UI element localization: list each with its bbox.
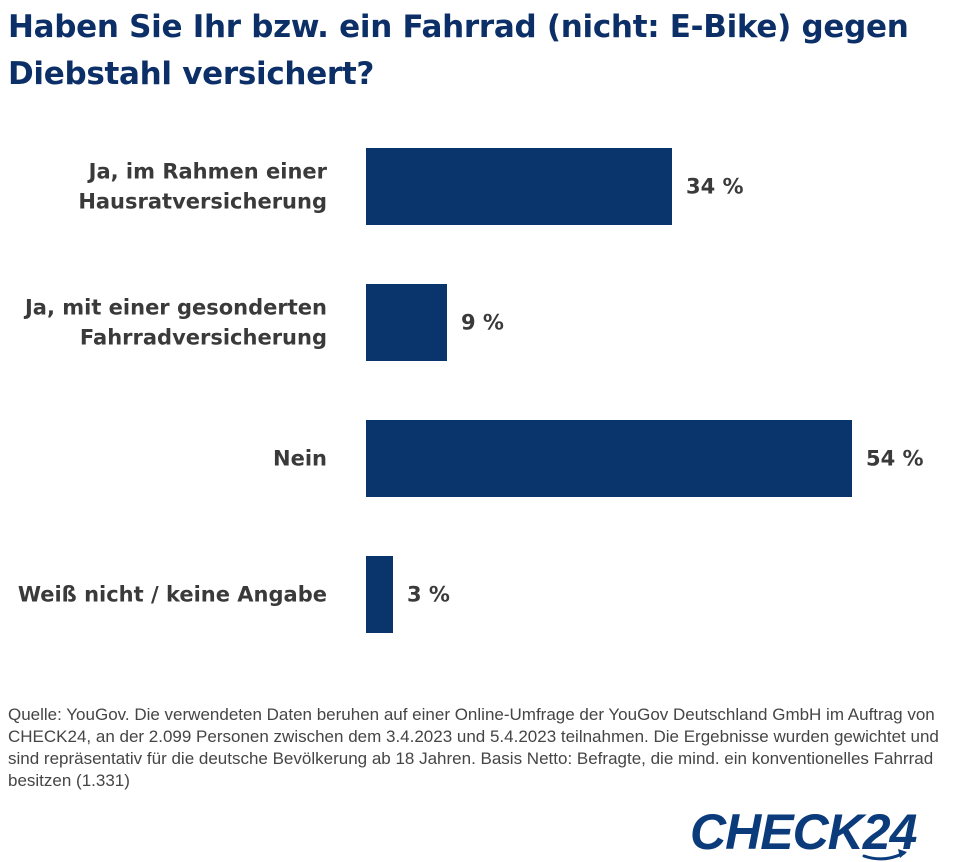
category-label-1: Ja, im Rahmen einer Hausratversicherung <box>78 160 327 214</box>
value-label-1: 34 % <box>686 175 744 199</box>
value-label-4: 3 % <box>407 583 450 607</box>
bar-3 <box>366 420 852 497</box>
value-label-2: 9 % <box>461 311 504 335</box>
bar-4 <box>366 556 393 633</box>
category-label-4: Weiß nicht / keine Angabe <box>18 583 327 607</box>
category-label-3: Nein <box>273 447 327 471</box>
logo-arrow-icon <box>898 849 907 858</box>
chart-title: Haben Sie Ihr bzw. ein Fahrrad (nicht: E… <box>8 9 909 92</box>
category-label-2: Ja, mit einer gesonderten Fahrradversiche… <box>23 296 327 350</box>
source-note: Quelle: YouGov. Die verwendeten Daten be… <box>8 705 939 790</box>
bar-chart: Ja, im Rahmen einer Hausratversicherung 34… <box>18 148 924 633</box>
logo-text: CHECK24 <box>690 804 917 860</box>
value-label-3: 54 % <box>866 447 924 471</box>
bar-1 <box>366 148 672 225</box>
bar-2 <box>366 284 447 361</box>
check24-logo: CHECK24 <box>690 804 918 861</box>
